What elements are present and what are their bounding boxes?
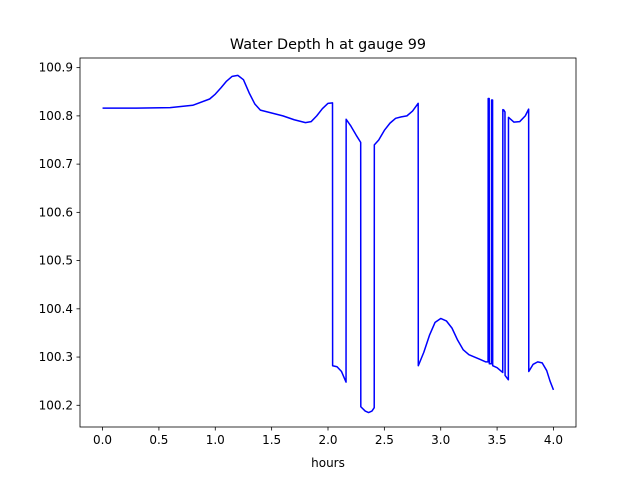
y-tick-label: 100.6 — [39, 205, 73, 219]
x-tick-label: 3.0 — [431, 433, 450, 447]
y-tick-label: 100.7 — [39, 157, 73, 171]
x-tick-label: 1.5 — [262, 433, 281, 447]
x-tick-label: 3.5 — [488, 433, 507, 447]
x-tick-label: 0.5 — [149, 433, 168, 447]
y-tick-label: 100.9 — [39, 61, 73, 75]
x-tick-label: 2.5 — [375, 433, 394, 447]
y-tick-label: 100.2 — [39, 398, 73, 412]
y-tick-label: 100.8 — [39, 109, 73, 123]
series-line-0 — [102, 74, 555, 414]
y-tick-label: 100.4 — [39, 302, 73, 316]
chart-title: Water Depth h at gauge 99 — [230, 37, 426, 53]
x-tick-label: 2.0 — [318, 433, 337, 447]
axes-frame — [79, 57, 577, 428]
plot-area: 0.0 0.5 1.0 1.5 2.0 2.5 3.0 3.5 4.0 100.2 100.3 100… — [39, 57, 577, 447]
x-tick-label: 4.0 — [544, 433, 563, 447]
y-tick-label: 100.3 — [39, 350, 73, 364]
y-tick-label: 100.5 — [39, 254, 73, 268]
x-axis-label: hours — [311, 456, 345, 470]
x-tick-label: 1.0 — [206, 433, 225, 447]
x-tick-label: 0.0 — [93, 433, 112, 447]
